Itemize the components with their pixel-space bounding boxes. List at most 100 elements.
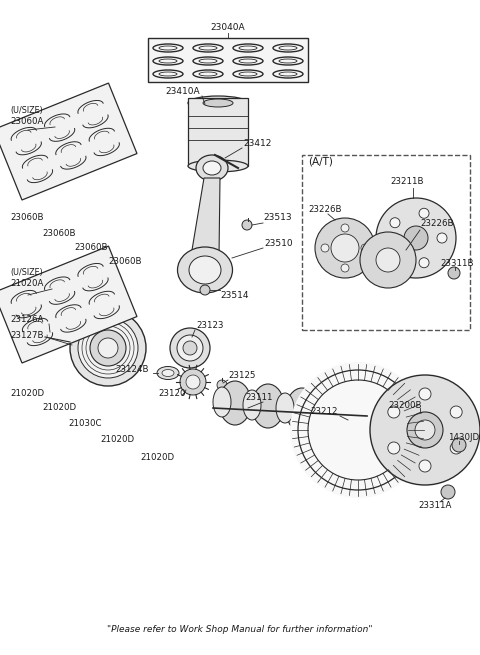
Text: 23410A: 23410A — [165, 86, 200, 96]
Polygon shape — [0, 246, 137, 363]
Text: 23412: 23412 — [243, 138, 271, 147]
Text: 21030C: 21030C — [68, 419, 101, 428]
Circle shape — [448, 267, 460, 279]
Ellipse shape — [203, 161, 221, 175]
Circle shape — [419, 388, 431, 400]
Text: 23120: 23120 — [158, 390, 185, 398]
Circle shape — [390, 248, 400, 258]
Text: 23060A: 23060A — [10, 117, 43, 126]
Circle shape — [331, 234, 359, 262]
Text: 23513: 23513 — [263, 214, 292, 223]
Text: 23126A: 23126A — [10, 314, 43, 324]
Bar — [148, 38, 308, 82]
Ellipse shape — [213, 387, 231, 417]
Circle shape — [450, 442, 462, 454]
Circle shape — [321, 244, 329, 252]
Circle shape — [177, 335, 203, 361]
Circle shape — [450, 406, 462, 418]
Text: 23040A: 23040A — [211, 24, 245, 33]
Ellipse shape — [203, 99, 233, 107]
Bar — [188, 98, 248, 166]
Text: "Please refer to Work Shop Manual for further information": "Please refer to Work Shop Manual for fu… — [107, 626, 373, 635]
Circle shape — [290, 362, 426, 498]
Ellipse shape — [188, 160, 248, 172]
Circle shape — [315, 218, 375, 278]
Text: 23060B: 23060B — [108, 257, 142, 267]
Text: 21020D: 21020D — [10, 388, 44, 398]
Text: 23212: 23212 — [310, 407, 337, 417]
Bar — [302, 155, 470, 330]
Text: 23514: 23514 — [220, 291, 249, 299]
Text: 21020A: 21020A — [10, 280, 43, 288]
Circle shape — [370, 375, 480, 485]
Text: 23060B: 23060B — [10, 214, 44, 223]
Circle shape — [180, 369, 206, 395]
Ellipse shape — [188, 96, 248, 110]
Text: (U/SIZE): (U/SIZE) — [10, 105, 43, 115]
Circle shape — [98, 338, 118, 358]
Ellipse shape — [157, 367, 179, 379]
Text: 23124B: 23124B — [115, 365, 148, 375]
Circle shape — [360, 232, 416, 288]
Ellipse shape — [178, 247, 232, 293]
Circle shape — [419, 460, 431, 472]
Circle shape — [70, 310, 146, 386]
Circle shape — [437, 233, 447, 243]
Text: 23111: 23111 — [245, 394, 273, 403]
Text: 21020D: 21020D — [140, 453, 174, 462]
Ellipse shape — [189, 256, 221, 284]
Ellipse shape — [309, 396, 327, 426]
Text: 23211B: 23211B — [390, 178, 423, 187]
Ellipse shape — [252, 384, 284, 428]
Circle shape — [341, 224, 349, 232]
Circle shape — [452, 438, 466, 452]
Text: 23123: 23123 — [196, 320, 224, 329]
Text: 23200B: 23200B — [388, 400, 421, 409]
Circle shape — [419, 208, 429, 218]
Polygon shape — [0, 83, 137, 200]
Text: 23226B: 23226B — [308, 206, 341, 214]
Text: 21020D: 21020D — [42, 403, 76, 413]
Circle shape — [415, 420, 435, 440]
Ellipse shape — [162, 369, 174, 377]
Text: (A/T): (A/T) — [308, 157, 333, 167]
Ellipse shape — [341, 399, 359, 429]
Ellipse shape — [320, 391, 352, 435]
Circle shape — [441, 485, 455, 499]
Text: 23311B: 23311B — [440, 259, 473, 269]
Circle shape — [419, 257, 429, 268]
Polygon shape — [191, 178, 220, 256]
Text: 23510: 23510 — [264, 240, 293, 248]
Circle shape — [78, 318, 138, 378]
Circle shape — [388, 406, 400, 418]
Circle shape — [90, 330, 126, 366]
Text: 23125: 23125 — [228, 371, 255, 379]
Circle shape — [388, 442, 400, 454]
Circle shape — [404, 226, 428, 250]
Ellipse shape — [243, 390, 261, 420]
Circle shape — [361, 244, 369, 252]
Ellipse shape — [286, 388, 318, 432]
Ellipse shape — [219, 381, 251, 425]
Circle shape — [217, 380, 227, 390]
Circle shape — [200, 285, 210, 295]
Circle shape — [170, 328, 210, 368]
Text: 23311A: 23311A — [418, 500, 451, 510]
Circle shape — [407, 412, 443, 448]
Circle shape — [183, 341, 197, 355]
Text: 1430JD: 1430JD — [448, 434, 479, 443]
Text: 23060B: 23060B — [74, 244, 108, 252]
Ellipse shape — [52, 338, 64, 346]
Circle shape — [40, 334, 52, 346]
Text: 23226B: 23226B — [420, 219, 454, 229]
Circle shape — [186, 375, 200, 389]
Circle shape — [341, 264, 349, 272]
Text: (U/SIZE): (U/SIZE) — [10, 267, 43, 276]
Text: 23127B: 23127B — [10, 331, 44, 339]
Ellipse shape — [196, 155, 228, 181]
Ellipse shape — [276, 393, 294, 423]
Circle shape — [390, 217, 400, 228]
Circle shape — [376, 198, 456, 278]
Circle shape — [242, 220, 252, 230]
Circle shape — [376, 248, 400, 272]
